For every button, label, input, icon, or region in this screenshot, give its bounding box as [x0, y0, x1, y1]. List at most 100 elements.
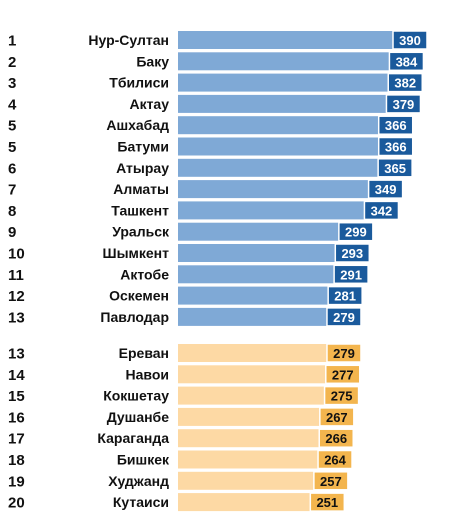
bar: [178, 344, 344, 362]
city-label: Актобе: [120, 266, 169, 282]
value-label-bg: [385, 94, 422, 114]
rank-label: 8: [8, 203, 16, 220]
value-label-bg: [387, 72, 423, 93]
value-label-bg: [334, 243, 371, 263]
bar: [178, 31, 410, 49]
value-label: 299: [345, 225, 367, 240]
value-label-bg: [338, 221, 374, 242]
city-label: Ереван: [119, 345, 169, 361]
value-label-bg: [326, 343, 362, 363]
city-label: Баку: [136, 53, 169, 69]
rank-label: 18: [8, 452, 25, 469]
rank-label: 6: [8, 160, 16, 177]
value-label-bg: [318, 428, 354, 448]
value-label-bg: [363, 200, 400, 221]
bar: [178, 471, 331, 490]
city-label: Алматы: [113, 181, 169, 197]
rank-label: 20: [8, 495, 25, 512]
city-label: Тбилиси: [109, 75, 169, 91]
rank-label: 19: [8, 473, 25, 490]
bar: [178, 429, 337, 448]
value-label: 266: [325, 431, 347, 446]
city-label: Атырау: [116, 160, 169, 176]
city-label: Нур-Султан: [88, 32, 169, 48]
value-label: 366: [385, 118, 407, 133]
rank-label: 13: [8, 309, 25, 326]
value-label: 342: [371, 203, 393, 218]
rank-label: 16: [8, 409, 25, 426]
bar: [178, 137, 396, 156]
value-label: 267: [326, 410, 348, 425]
city-label: Навои: [126, 366, 169, 382]
value-label: 366: [385, 140, 407, 155]
rank-label: 13: [8, 346, 25, 363]
bar: [178, 307, 344, 326]
value-label: 279: [333, 310, 355, 325]
rank-label: 5: [8, 118, 16, 135]
bar: [178, 493, 328, 512]
rank-label: 15: [8, 388, 25, 405]
value-label-bg: [377, 136, 414, 157]
value-label: 379: [393, 97, 415, 112]
value-label: 365: [384, 161, 406, 176]
value-label-bg: [377, 115, 414, 135]
value-label-bg: [313, 471, 349, 491]
bar: [178, 365, 343, 384]
value-label: 390: [399, 33, 421, 48]
value-label: 384: [396, 54, 418, 69]
bar: [178, 265, 352, 284]
value-label: 275: [331, 389, 353, 404]
bar: [178, 180, 386, 199]
rank-label: 14: [8, 367, 25, 384]
city-label: Актау: [129, 96, 169, 112]
value-label-bg: [319, 407, 355, 427]
city-label: Шымкент: [103, 245, 170, 261]
city-label: Караганда: [97, 430, 169, 446]
value-label: 281: [334, 289, 356, 304]
rank-label: 9: [8, 224, 16, 241]
bar: [178, 94, 404, 113]
value-label: 291: [340, 267, 362, 282]
city-label: Батуми: [117, 139, 169, 155]
value-label-bg: [317, 449, 353, 470]
value-label: 279: [333, 346, 355, 361]
rank-label: 12: [8, 288, 25, 305]
rank-label: 4: [8, 96, 17, 113]
city-label: Ашхабад: [106, 117, 169, 133]
value-label-bg: [327, 285, 363, 306]
value-label: 251: [316, 495, 338, 510]
city-label: Ташкент: [111, 202, 169, 218]
value-label: 382: [394, 76, 416, 91]
bar: [178, 407, 337, 426]
city-label: Уральск: [112, 224, 170, 240]
value-label-bg: [309, 492, 346, 512]
bar: [178, 450, 336, 469]
value-label: 349: [375, 182, 397, 197]
city-label: Оскемен: [109, 288, 169, 304]
bar: [178, 244, 353, 262]
rank-label: 17: [8, 431, 25, 448]
city-label: Павлодар: [100, 309, 169, 325]
value-label: 264: [324, 453, 346, 468]
rank-label: 5: [8, 139, 16, 156]
group-top: 1 Нур-Султан 390 2 Баку 384 3 Тбилиси 382 4 Актау 3…: [8, 30, 428, 327]
value-label-bg: [392, 30, 428, 50]
bar: [178, 286, 346, 305]
city-label: Худжанд: [108, 473, 169, 489]
value-label-bg: [325, 364, 361, 385]
bar: [178, 222, 356, 241]
value-label: 257: [320, 474, 342, 489]
bar: [178, 116, 396, 135]
rank-label: 3: [8, 75, 16, 92]
rank-label: 1: [8, 33, 16, 50]
rank-label: 7: [8, 182, 16, 199]
value-label-bg: [377, 158, 413, 178]
value-label-bg: [367, 179, 404, 199]
city-label: Душанбе: [107, 409, 169, 425]
group-bottom: 13 Ереван 279 14 Навои 277 15 Кокшетау 275 16 Душа…: [8, 343, 362, 512]
bar: [178, 158, 396, 177]
bar: [178, 52, 407, 71]
rank-label: 11: [8, 267, 24, 284]
city-label: Кутаиси: [113, 494, 169, 510]
